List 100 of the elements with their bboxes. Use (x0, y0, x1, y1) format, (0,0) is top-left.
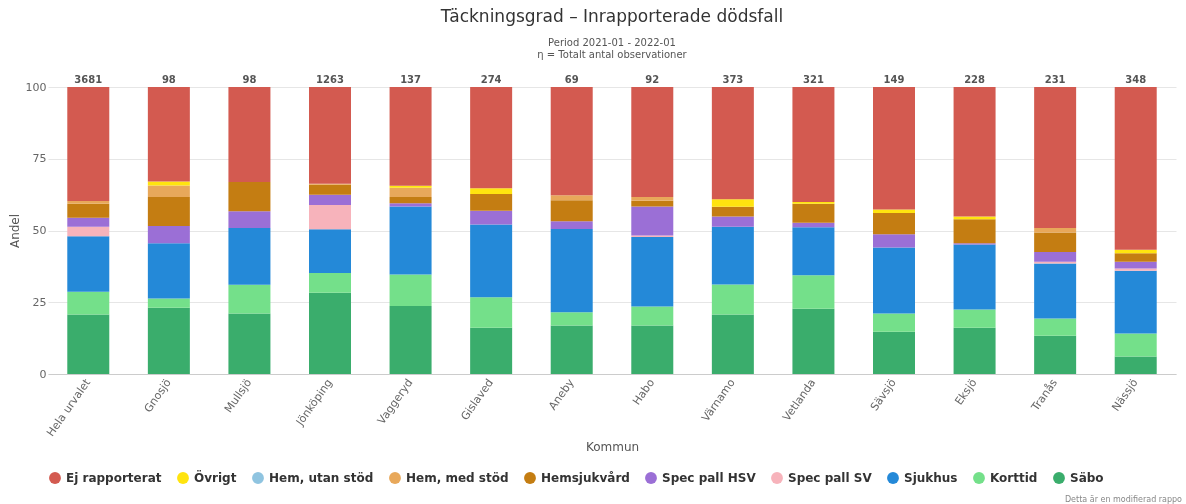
annotation: 231 (1044, 74, 1066, 85)
text: η = Totalt antal observationer (537, 49, 688, 60)
bar (711, 314, 754, 374)
bar (228, 227, 271, 285)
bar (147, 225, 190, 244)
bar (389, 196, 432, 204)
bar (1034, 252, 1077, 262)
bar (953, 219, 996, 244)
y-tick-label: 50 (32, 224, 47, 237)
bar (147, 307, 190, 374)
legend-label: Spec pall HSV (662, 471, 757, 485)
bar (1114, 268, 1157, 271)
bar (711, 206, 754, 217)
bar (631, 196, 674, 201)
bar (228, 87, 271, 182)
y-tick-label: 0 (39, 367, 47, 381)
chart-title: Täckningsgrad – Inrapporterade dödsfall (439, 6, 784, 26)
bar (550, 221, 593, 230)
bar (67, 314, 110, 374)
legend-label: Övrigt (194, 470, 237, 485)
bar (228, 211, 271, 228)
bar (873, 87, 915, 210)
bar (550, 195, 593, 201)
bar (953, 216, 996, 220)
bar (67, 217, 110, 227)
legend-label: Ej rapporterat (66, 471, 162, 485)
bar (147, 196, 190, 226)
bar (389, 274, 432, 306)
annotation: 137 (400, 74, 422, 85)
y-axis-title: Andel (7, 213, 22, 249)
bar (470, 224, 513, 298)
bar (389, 305, 432, 374)
bar (147, 185, 190, 197)
annotation: 69 (564, 74, 579, 85)
bar (470, 188, 513, 195)
bar (67, 200, 110, 204)
legend-label: Hemsjukvård (541, 471, 630, 485)
bar (873, 212, 915, 235)
legend-label: Spec pall SV (788, 471, 873, 485)
bar (1114, 270, 1157, 334)
legend-label: Korttid (990, 471, 1038, 485)
bar (228, 284, 271, 314)
bar (631, 206, 674, 236)
annotation: 228 (964, 74, 986, 85)
bar (873, 313, 915, 332)
bar (631, 325, 674, 374)
bar (309, 194, 351, 205)
bar (953, 327, 996, 374)
annotation: 92 (645, 74, 660, 85)
bar (470, 297, 513, 328)
bar (1114, 253, 1157, 262)
bar (711, 226, 754, 285)
legend-label: Hem, utan stöd (269, 471, 374, 485)
bar (550, 325, 593, 374)
bar (711, 199, 754, 207)
annotation: 98 (161, 74, 176, 85)
annotation: 321 (802, 74, 824, 85)
bar (1114, 356, 1157, 374)
bar (873, 247, 915, 314)
bar (550, 87, 593, 196)
bar (389, 206, 432, 275)
bar (228, 313, 271, 374)
legend-label: Sjukhus (904, 471, 958, 485)
bar (309, 204, 351, 230)
bar (873, 234, 915, 248)
bar (147, 243, 190, 299)
bar (550, 312, 593, 326)
y-tick-label: 100 (25, 80, 47, 94)
bar (309, 229, 351, 273)
bar (1114, 87, 1157, 250)
bar (470, 210, 513, 225)
bar (147, 298, 190, 308)
bar (631, 306, 674, 326)
bar (470, 194, 513, 211)
bar (1034, 232, 1077, 253)
bar (711, 284, 754, 315)
bar (631, 237, 674, 307)
annotation: 3681 (74, 74, 103, 85)
bar (1114, 261, 1157, 269)
bar (1114, 333, 1157, 357)
bar (711, 216, 754, 227)
bar (953, 87, 996, 217)
bar (309, 292, 351, 374)
bar (470, 327, 513, 374)
bar (389, 185, 432, 188)
bar (309, 184, 351, 195)
bar (228, 182, 271, 212)
legend-label: Hem, med stöd (406, 471, 509, 485)
bar (67, 291, 110, 315)
bar (711, 87, 754, 200)
annotation: 274 (480, 74, 502, 85)
bar (1034, 227, 1077, 233)
y-tick-label: 75 (32, 152, 47, 166)
x-axis-title: Kommun (585, 440, 640, 455)
bar (147, 181, 190, 186)
legend-label: Säbo (1070, 471, 1104, 485)
bar (389, 203, 432, 207)
y-tick-label: 25 (32, 295, 47, 309)
bar (792, 308, 835, 374)
annotation: 149 (883, 74, 905, 85)
